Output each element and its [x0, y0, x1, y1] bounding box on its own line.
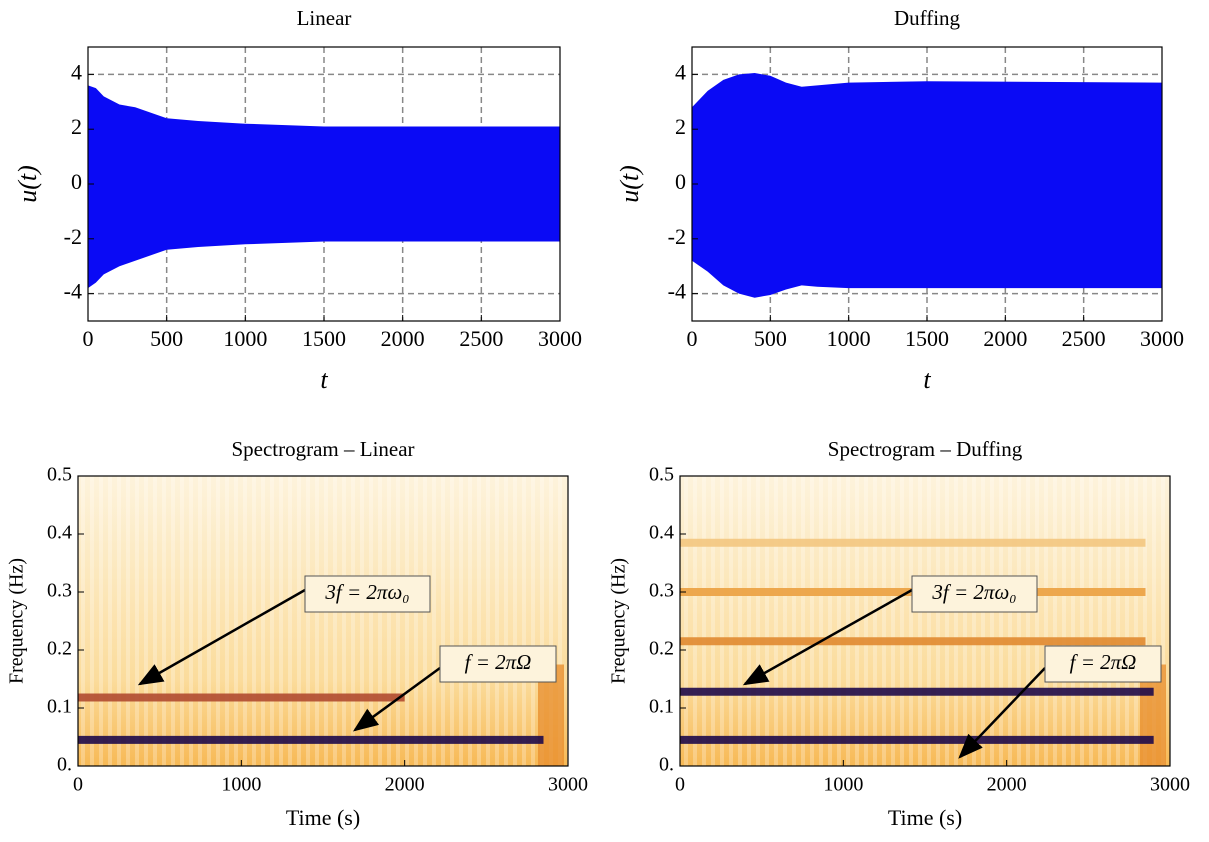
- annotation-label: 3f = 2πω₀: [931, 580, 1016, 604]
- x-tick-label: 3000: [538, 326, 582, 351]
- spectrogram-stripes: [78, 476, 568, 766]
- y-tick-label: 0.3: [649, 580, 674, 602]
- chart-title: Linear: [297, 6, 352, 30]
- x-axis-label: t: [923, 365, 931, 394]
- x-tick-label: 1500: [905, 326, 949, 351]
- annotation-label: f = 2πΩ: [465, 650, 532, 674]
- x-tick-label: 3000: [548, 774, 588, 796]
- y-tick-label: 0.3: [47, 580, 72, 602]
- x-tick-label: 0: [73, 774, 83, 796]
- y-tick-label: 0.4: [649, 522, 674, 544]
- x-tick-label: 2000: [381, 326, 425, 351]
- x-tick-label: 2500: [459, 326, 503, 351]
- x-tick-label: 0: [687, 326, 698, 351]
- x-tick-label: 500: [754, 326, 787, 351]
- x-tick-label: 1000: [823, 774, 863, 796]
- y-tick-label: -4: [668, 279, 686, 304]
- x-tick-label: 2500: [1062, 326, 1106, 351]
- spectrogram-stripes: [680, 476, 1170, 766]
- x-tick-label: 2000: [987, 774, 1027, 796]
- y-tick-label: -4: [64, 279, 82, 304]
- y-tick-label: 0.4: [47, 522, 72, 544]
- x-tick-label: 500: [150, 326, 183, 351]
- y-tick-label: 0: [675, 169, 686, 194]
- y-tick-label: 0.2: [47, 638, 72, 660]
- y-axis-label: u(t): [13, 165, 42, 203]
- y-tick-label: 0.1: [47, 696, 72, 718]
- plot-frame: [77, 475, 569, 767]
- y-tick-label: -2: [64, 224, 82, 249]
- y-tick-label: 0.5: [47, 464, 72, 486]
- y-axis-label: u(t): [615, 165, 644, 203]
- y-tick-label: 4: [675, 59, 686, 84]
- y-tick-label: 0: [71, 169, 82, 194]
- annotation-box: [1044, 645, 1162, 683]
- x-tick-label: 0: [675, 774, 685, 796]
- y-axis-label: Frequency (Hz): [6, 558, 28, 684]
- signal-envelope: [692, 73, 1162, 298]
- y-tick-label: -2: [668, 224, 686, 249]
- y-tick-label: 0.2: [649, 638, 674, 660]
- x-tick-label: 1500: [302, 326, 346, 351]
- x-tick-label: 3000: [1150, 774, 1190, 796]
- annotation-arrow: [137, 588, 306, 686]
- chart-title: Duffing: [894, 6, 961, 30]
- annotation-label: f = 2πΩ: [1070, 650, 1137, 674]
- annotation-arrow: [958, 667, 1046, 759]
- annotation-arrow: [352, 666, 441, 732]
- chart-title: Spectrogram – Linear: [231, 437, 414, 461]
- x-tick-label: 3000: [1140, 326, 1184, 351]
- x-tick-label: 0: [83, 326, 94, 351]
- x-tick-label: 1000: [223, 326, 267, 351]
- y-tick-label: 0.1: [649, 696, 674, 718]
- y-tick-label: 0.5: [649, 464, 674, 486]
- annotation-box: [304, 575, 431, 613]
- x-tick-label: 2000: [385, 774, 425, 796]
- x-tick-label: 1000: [827, 326, 871, 351]
- y-tick-label: 2: [675, 114, 686, 139]
- annotation-arrow: [742, 588, 913, 686]
- x-axis-label: Time (s): [286, 805, 360, 830]
- annotation-label: 3f = 2πω₀: [324, 580, 409, 604]
- chart-title: Spectrogram – Duffing: [828, 437, 1023, 461]
- annotation-box: [911, 575, 1038, 613]
- plot-frame: [679, 475, 1171, 767]
- x-axis-label: Time (s): [888, 805, 962, 830]
- x-tick-label: 1000: [221, 774, 261, 796]
- signal-envelope: [88, 85, 560, 289]
- y-tick-label: 0.: [57, 754, 72, 776]
- y-axis-label: Frequency (Hz): [608, 558, 630, 684]
- y-tick-label: 0.: [659, 754, 674, 776]
- y-tick-label: 2: [71, 114, 82, 139]
- annotation-box: [439, 645, 557, 683]
- x-axis-label: t: [320, 365, 328, 394]
- x-tick-label: 2000: [983, 326, 1027, 351]
- y-tick-label: 4: [71, 59, 82, 84]
